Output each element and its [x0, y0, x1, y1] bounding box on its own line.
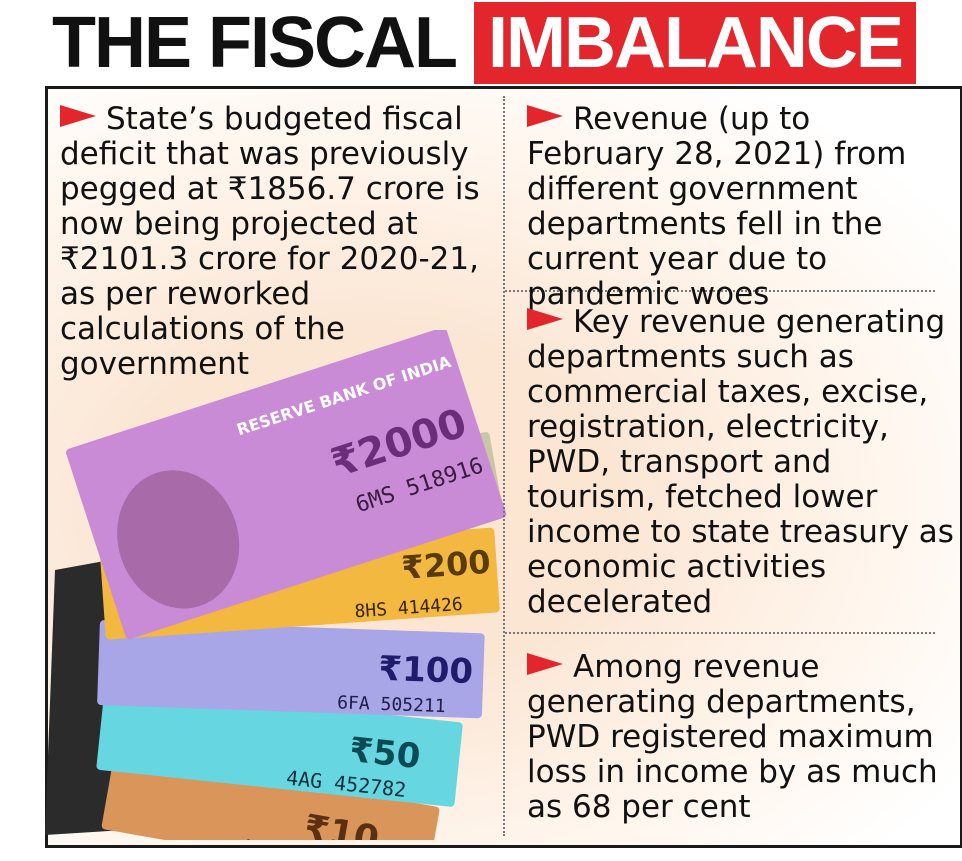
- svg-text:₹100: ₹100: [378, 649, 474, 692]
- title-part1: THE FISCAL: [52, 3, 458, 83]
- svg-text:₹200: ₹200: [400, 543, 491, 587]
- fact-block-pwd-loss: Among revenue generating departments, PW…: [527, 650, 957, 825]
- note-50: ₹50 4AG 452782: [96, 685, 463, 807]
- note-2000: RESERVE BANK OF INDIA ₹2000 6MS 518916: [66, 330, 507, 640]
- note-100: ₹100 6FA 505211: [97, 620, 485, 719]
- arrow-right-icon: [527, 105, 563, 127]
- column-divider: [503, 96, 505, 836]
- currency-notes-illustration: ₹10 46F 646970 ₹50 4AG 452782 ₹100 6FA 5…: [45, 330, 507, 840]
- fact-block-departments: Key revenue generating departments such …: [527, 305, 957, 620]
- arrow-right-icon: [527, 308, 563, 330]
- title-part2: IMBALANCE: [473, 2, 916, 84]
- fact-text: State’s budgeted fiscal deficit that was…: [60, 101, 480, 382]
- fact-block-revenue: Revenue (up to February 28, 2021) from d…: [527, 102, 957, 312]
- fact-block-fiscal-deficit: State’s budgeted fiscal deficit that was…: [60, 102, 480, 382]
- fact-text: Among revenue generating departments, PW…: [527, 649, 938, 825]
- fact-text: Revenue (up to February 28, 2021) from d…: [527, 101, 907, 312]
- fact-text: Key revenue generating departments such …: [527, 304, 954, 620]
- page-title: THE FISCAL IMBALANCE: [52, 0, 916, 86]
- row-divider-2: [505, 632, 935, 634]
- arrow-right-icon: [527, 653, 563, 675]
- svg-text:6FA 505211: 6FA 505211: [337, 692, 446, 717]
- note-10: ₹10 46F 646970: [101, 750, 440, 840]
- row-divider-1: [505, 290, 935, 292]
- svg-text:₹50: ₹50: [347, 730, 422, 777]
- arrow-right-icon: [60, 105, 96, 127]
